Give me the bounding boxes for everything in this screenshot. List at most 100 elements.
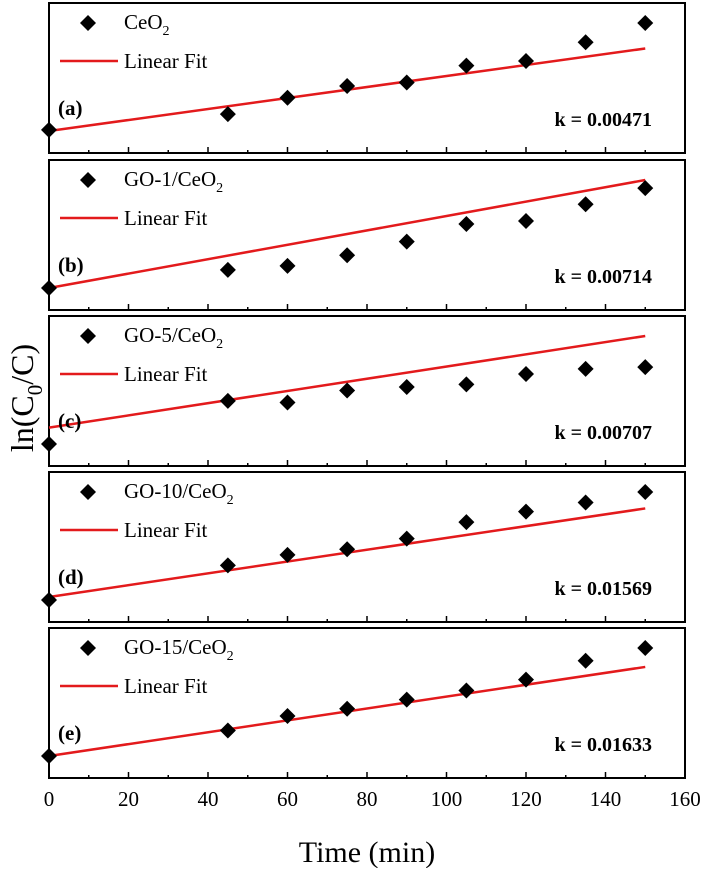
data-point [219,392,236,409]
x-tick-label: 160 [669,787,701,811]
y-axis-label-tail: /C) [4,344,40,385]
panel-label: (a) [58,96,83,120]
data-point [339,541,356,558]
data-point [637,640,654,656]
data-point [577,196,594,213]
rate-constant-label: k = 0.00471 [554,109,652,131]
legend-series-label-subscript: 2 [227,649,234,664]
panel-label: (d) [58,565,84,589]
legend-fit-label: Linear Fit [124,206,208,230]
legend-series-label-subscript: 2 [163,24,170,39]
legend-series-label-subscript: 2 [227,493,234,508]
panel-label: (c) [58,409,81,433]
data-point [577,652,594,669]
legend-fit-label: Linear Fit [124,674,208,698]
legend-series-label-main: GO-1/CeO [124,167,216,191]
data-point [279,394,296,411]
fit-line [48,178,646,290]
legend-series-label: GO-1/CeO2 [124,167,223,196]
data-point [339,247,356,264]
legend-series-label-subscript: 2 [216,181,223,196]
data-point [398,378,415,395]
legend-fit-label: Linear Fit [124,518,208,542]
x-tick-label: 80 [357,787,378,811]
legend-series-label: GO-5/CeO2 [124,323,223,352]
panel-1: CeO2 Linear Fit (a) k = 0.00471 [41,2,686,154]
legend-series-label: CeO2 [124,10,170,39]
rate-constant-label: k = 0.01633 [554,734,652,756]
legend-series-label-main: GO-5/CeO [124,323,216,347]
data-point [279,89,296,106]
x-tick-label: 60 [277,787,298,811]
legend-fit-label: Linear Fit [124,49,208,73]
data-point [398,233,415,250]
data-point [279,708,296,724]
fit-line [48,334,646,429]
legend-series-label: GO-15/CeO2 [124,635,234,664]
y-axis-label-subscript: 0 [23,385,47,396]
rate-constant-label: k = 0.00707 [554,422,652,444]
x-tick-label: 0 [44,787,55,811]
panel-label: (b) [58,253,84,277]
legend-diamond-icon [80,15,96,31]
data-point [41,436,57,452]
data-point [279,257,296,274]
legend-series-label-main: GO-15/CeO [124,635,227,659]
data-point [219,261,236,278]
x-axis-label: Time (min) [299,836,435,868]
data-point [577,494,594,511]
legend-diamond-icon [80,172,96,188]
data-point [41,121,57,138]
legend-series-label-main: CeO [124,10,163,34]
data-point [398,530,415,547]
data-point [518,52,534,69]
x-axis: 0 20 40 60 80 100 120 140 160 [44,787,701,811]
data-point [41,748,57,764]
data-point [637,180,654,197]
data-point [41,280,57,296]
data-point [458,682,475,699]
data-point [637,484,654,500]
legend-fit-label: Linear Fit [124,362,208,386]
panel-2: GO-1/CeO2 Linear Fit (b) k = 0.00714 [41,159,686,311]
data-point [41,592,57,608]
data-point [518,503,534,520]
data-point [518,212,534,229]
rate-constant-label: k = 0.00714 [554,266,652,288]
panel-4: GO-10/CeO2 Linear Fit (d) k = 0.01569 [41,471,686,623]
data-point [339,700,356,717]
data-point [339,382,356,399]
rate-constant-label: k = 0.01569 [554,578,652,600]
data-point [279,546,296,563]
y-axis-label-main: ln(C [4,395,40,452]
data-point [219,557,236,574]
legend-diamond-icon [80,640,96,656]
x-tick-label: 40 [198,787,219,811]
data-point [398,74,415,91]
x-tick-label: 100 [431,787,463,811]
data-point [458,376,475,393]
legend-diamond-icon [80,484,96,500]
data-point [458,514,475,531]
data-point [398,691,415,708]
data-point [219,106,236,123]
data-point [518,366,534,383]
panel-3: GO-5/CeO2 Linear Fit (c) k = 0.00707 [41,315,686,467]
legend-series-label-subscript: 2 [216,337,223,352]
data-point [637,15,654,31]
legend-diamond-icon [80,328,96,344]
data-point [458,215,475,232]
data-point [518,671,534,688]
data-point [458,57,475,74]
data-point [219,722,236,739]
legend-series-label: GO-10/CeO2 [124,479,234,508]
panel-5: GO-15/CeO2 Linear Fit (e) k = 0.01633 [41,627,686,779]
data-point [577,360,594,377]
data-point [339,78,356,95]
panel-label: (e) [58,721,81,745]
legend-series-label-main: GO-10/CeO [124,479,227,503]
x-tick-label: 140 [590,787,622,811]
x-tick-label: 20 [118,787,139,811]
